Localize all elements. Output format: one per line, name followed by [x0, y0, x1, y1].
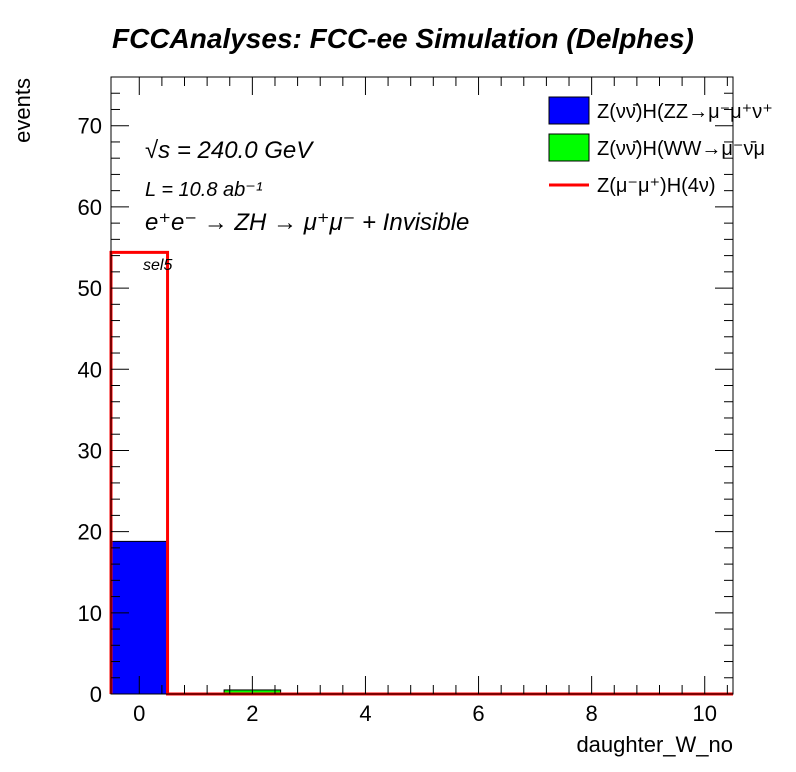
axis-ticks	[111, 76, 733, 695]
legend-swatch-0	[548, 96, 590, 125]
annotation-lumi: L = 10.8 ab⁻¹	[145, 179, 263, 201]
y-tick-label: 40	[78, 357, 102, 382]
annotation-selection: sel5	[143, 257, 172, 274]
y-tick-label: 20	[78, 520, 102, 545]
x-tick-label: 4	[359, 701, 371, 726]
legend-swatch-1	[548, 133, 590, 162]
y-axis-title: events	[10, 78, 35, 143]
y-tick-label: 50	[78, 276, 102, 301]
legend-label-0: Z(νν̄)H(ZZ→μ⁻μ⁺ν⁺	[597, 101, 773, 123]
annotation-process: e⁺e⁻ → ZH → μ⁺μ⁻ + Invisible	[145, 209, 469, 236]
x-tick-label: 2	[246, 701, 258, 726]
axis-tick-labels: 0 2 4 6 8 10 0 10 20 30 40 50 60 70	[78, 114, 717, 726]
legend-label-1: Z(νν̄)H(WW→μ⁻ν̄μ	[597, 138, 765, 160]
x-tick-label: 6	[472, 701, 484, 726]
x-tick-label: 0	[133, 701, 145, 726]
bar-series0-bin0	[110, 540, 169, 695]
y-tick-label: 30	[78, 438, 102, 463]
histogram-bars	[110, 540, 282, 695]
annotation-sqrt-s: √s = 240.0 GeV	[145, 137, 314, 164]
x-tick-label: 10	[692, 701, 716, 726]
legend-label-2: Z(μ⁻μ⁺)H(4ν)	[597, 175, 716, 197]
step-line-series2	[109, 250, 733, 696]
plot-frame	[110, 76, 734, 695]
x-tick-label: 8	[586, 701, 598, 726]
x-axis-title: daughter_W_no	[576, 732, 733, 757]
chart-title: FCCAnalyses: FCC-ee Simulation (Delphes)	[112, 23, 694, 54]
y-tick-label: 0	[90, 682, 102, 707]
legend: Z(νν̄)H(ZZ→μ⁻μ⁺ν⁺ Z(νν̄)H(WW→μ⁻ν̄μ Z(μ⁻μ⁺)…	[548, 96, 773, 197]
histogram-lines	[109, 250, 733, 696]
y-tick-label: 70	[78, 114, 102, 139]
y-tick-label: 10	[78, 601, 102, 626]
y-tick-label: 60	[78, 195, 102, 220]
